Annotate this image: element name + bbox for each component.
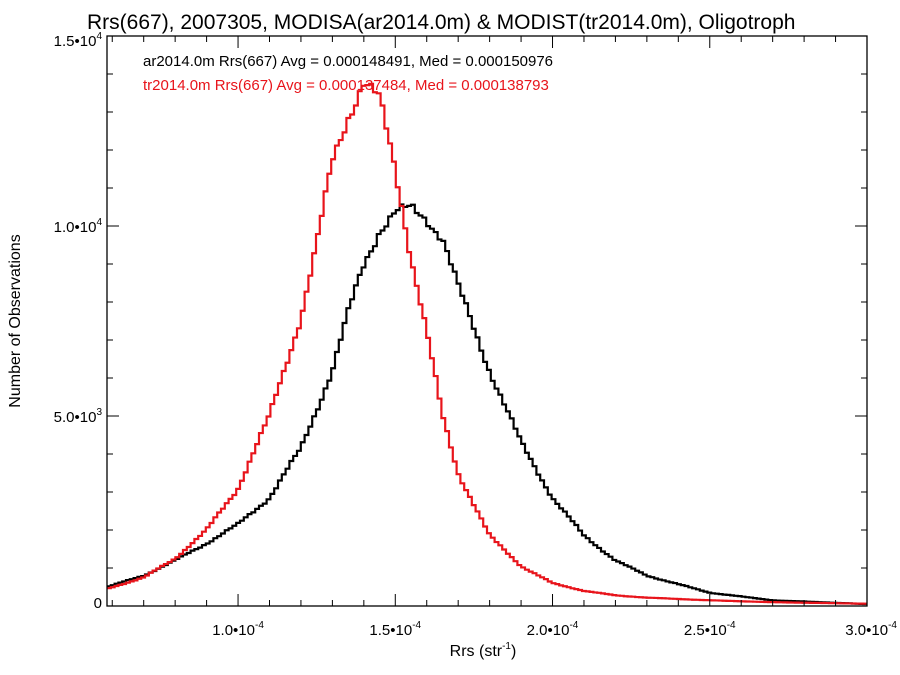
tick-layer: 1.0•10-4 1.5•10-4 2.0•10-4 2.5•10-4 3.0•10-4… (54, 31, 898, 639)
x-tick-label: 2.0•10-4 (527, 620, 579, 639)
x-tick-label: 2.5•10-4 (684, 620, 736, 639)
x-tick-label: 1.5•10-4 (369, 620, 421, 639)
x-axis-label: Rrs (str-1) (450, 641, 517, 660)
y-tick-label: 1.0•104 (54, 217, 103, 236)
y-tick-label: 1.5•104 (54, 31, 103, 50)
histogram-series-1 (107, 203, 867, 606)
x-tick-label: 1.0•10-4 (212, 620, 264, 639)
plot-frame (106, 35, 868, 607)
x-tick-label: 3.0•10-4 (845, 620, 897, 639)
chart-title: Rrs(667), 2007305, MODISA(ar2014.0m) & M… (87, 11, 795, 34)
histogram-series-2 (107, 82, 867, 605)
y-tick-label: 5.0•103 (54, 407, 103, 426)
y-tick-label: 0 (94, 595, 102, 612)
series-1-annotation: ar2014.0m Rrs(667) Avg = 0.000148491, Me… (143, 53, 553, 70)
series-layer (107, 82, 867, 606)
y-axis-label: Number of Observations (7, 234, 24, 407)
series-2-annotation: tr2014.0m Rrs(667) Avg = 0.000137484, Me… (143, 77, 549, 94)
